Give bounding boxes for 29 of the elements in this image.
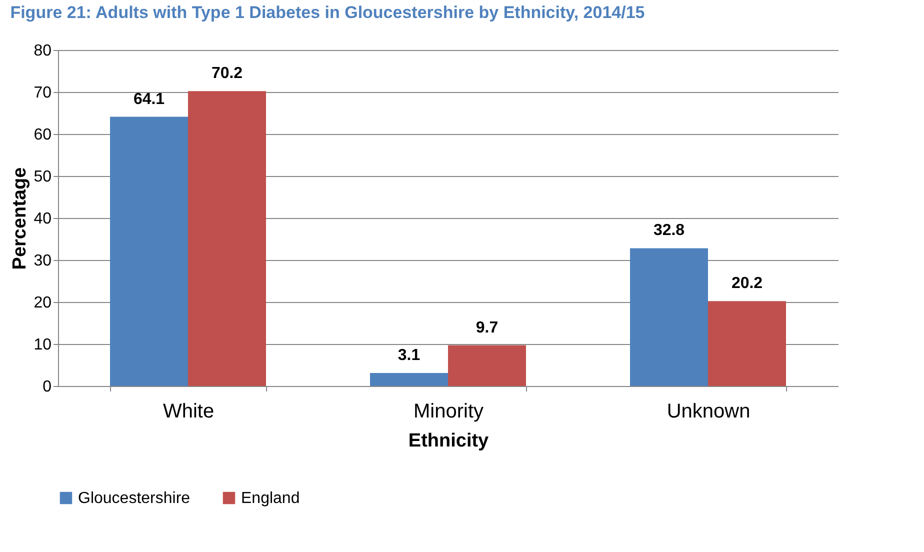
y-tick-label: 80 bbox=[34, 42, 52, 60]
y-tick-label: 20 bbox=[34, 294, 52, 312]
y-tick-label: 60 bbox=[34, 126, 52, 144]
y-tick-label: 50 bbox=[34, 168, 52, 186]
y-axis-title: Percentage bbox=[10, 167, 31, 270]
legend-label: Gloucestershire bbox=[78, 490, 190, 507]
data-label: 64.1 bbox=[133, 90, 165, 108]
bar bbox=[110, 116, 188, 386]
legend-label: England bbox=[241, 490, 300, 507]
data-label: 32.8 bbox=[653, 222, 685, 240]
x-tick-label: White bbox=[162, 400, 214, 422]
y-tick-label: 30 bbox=[34, 252, 52, 270]
x-axis-title: Ethnicity bbox=[408, 430, 490, 452]
data-label: 9.7 bbox=[476, 319, 498, 336]
chart-title: Figure 21: Adults with Type 1 Diabetes in Gloucestershire by Ethnicity, 2014/15 bbox=[10, 3, 645, 22]
bar bbox=[448, 345, 526, 386]
y-tick-label: 70 bbox=[34, 84, 52, 102]
bar bbox=[708, 301, 786, 386]
data-label: 3.1 bbox=[398, 346, 420, 364]
x-tick-label: Unknown bbox=[666, 400, 750, 422]
y-tick-label: 0 bbox=[42, 378, 52, 396]
y-tick-label: 10 bbox=[34, 336, 52, 354]
x-tick-label: Minority bbox=[413, 400, 484, 422]
bar bbox=[370, 372, 448, 386]
bar bbox=[630, 248, 708, 386]
data-label: 70.2 bbox=[211, 65, 243, 82]
data-label: 20.2 bbox=[731, 275, 763, 292]
y-tick-label: 40 bbox=[34, 210, 52, 228]
bar bbox=[188, 91, 266, 386]
